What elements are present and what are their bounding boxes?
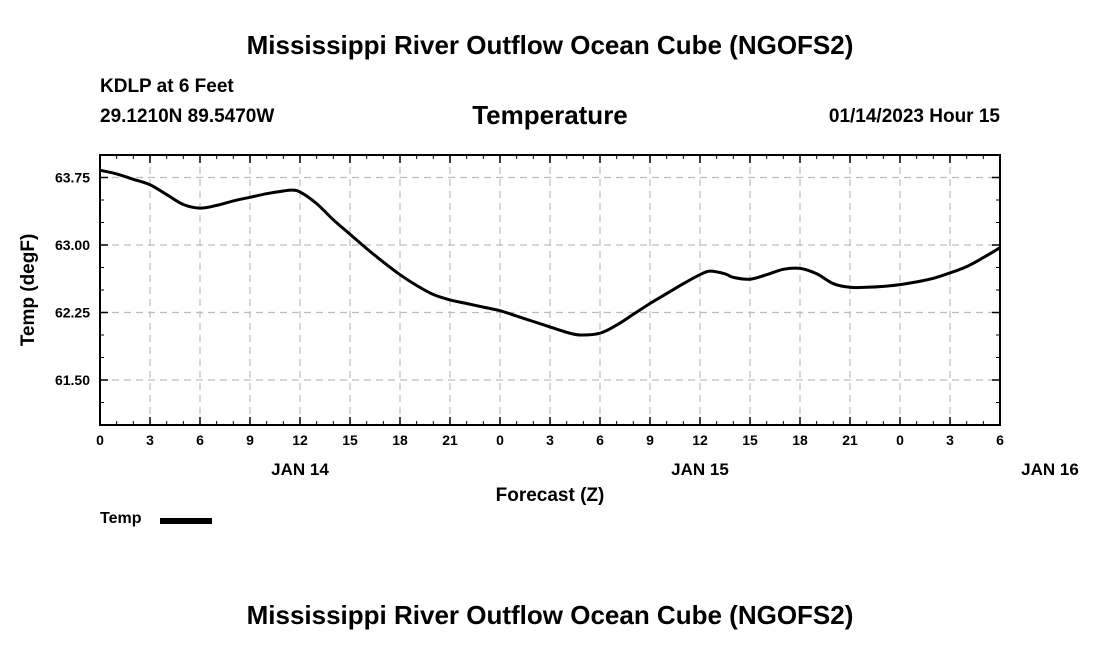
footer-title: Mississippi River Outflow Ocean Cube (NG…	[246, 600, 854, 630]
x-tick-label: 12	[292, 432, 308, 448]
x-tick-label: 18	[392, 432, 408, 448]
x-axis-title: Forecast (Z)	[496, 485, 605, 506]
legend-swatch	[160, 518, 212, 524]
x-tick-label: 3	[146, 432, 154, 448]
x-tick-label: 9	[646, 432, 654, 448]
day-label: JAN 16	[1021, 460, 1079, 479]
y-tick-label: 62.25	[55, 305, 90, 321]
x-tick-label: 3	[546, 432, 554, 448]
grid-lines	[100, 155, 1000, 425]
x-tick-label: 15	[342, 432, 358, 448]
x-tick-label: 0	[96, 432, 104, 448]
x-tick-label: 21	[842, 432, 858, 448]
y-tick-label: 63.75	[55, 170, 90, 186]
legend-label: Temp	[100, 510, 142, 527]
x-tick-label: 6	[996, 432, 1004, 448]
day-label: JAN 15	[671, 460, 729, 479]
day-label: JAN 14	[271, 460, 329, 479]
chart-title: Mississippi River Outflow Ocean Cube (NG…	[246, 30, 854, 60]
station-label: KDLP at 6 Feet	[100, 76, 234, 97]
datetime-label: 01/14/2023 Hour 15	[828, 106, 1000, 127]
x-tick-label: 18	[792, 432, 808, 448]
x-tick-label: 21	[442, 432, 458, 448]
x-tick-label: 12	[692, 432, 708, 448]
y-axis-title: Temp (degF)	[18, 234, 39, 347]
x-tick-label: 15	[742, 432, 758, 448]
x-tick-label: 9	[246, 432, 254, 448]
y-tick-label: 61.50	[55, 372, 90, 388]
temp-series-line	[99, 168, 1001, 337]
location-label: 29.1210N 89.5470W	[100, 106, 275, 127]
x-tick-label: 6	[596, 432, 604, 448]
y-tick-label: 63.00	[55, 237, 90, 253]
x-tick-label: 3	[946, 432, 954, 448]
plot-frame	[99, 154, 1001, 426]
x-tick-label: 0	[496, 432, 504, 448]
x-tick-label: 0	[896, 432, 904, 448]
variable-title: Temperature	[472, 100, 628, 130]
x-tick-label: 6	[196, 432, 204, 448]
